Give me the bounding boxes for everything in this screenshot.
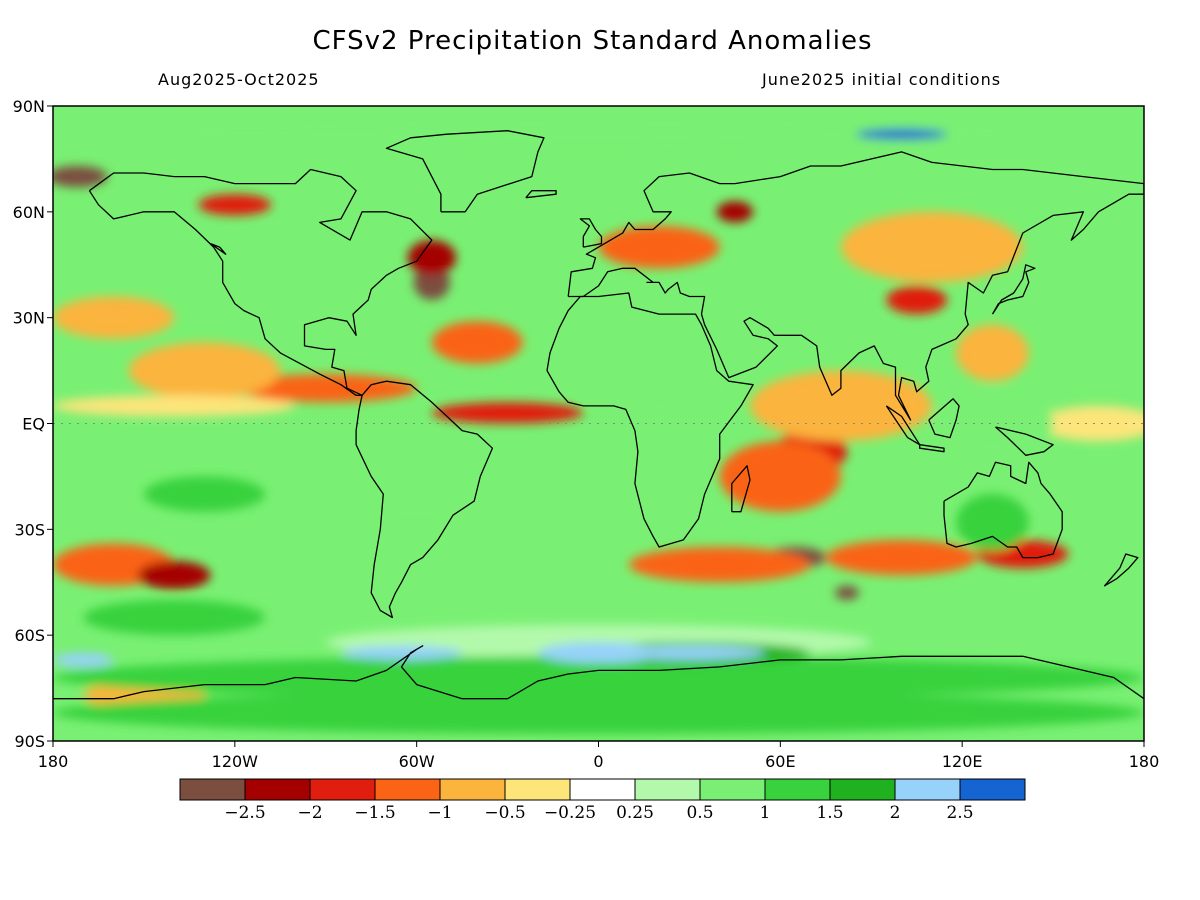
colorbar-swatch (829, 778, 896, 801)
colorbar-label: 0.5 (686, 803, 713, 823)
coastline (355, 380, 494, 619)
coastline (943, 461, 1063, 559)
anomaly-region (1037, 405, 1144, 442)
anomaly-region (628, 546, 811, 583)
lat-tick-label: 60S (14, 626, 45, 645)
anomaly-region (613, 645, 766, 660)
lon-tick-label: 0 (593, 752, 603, 771)
colorbar-swatch (959, 778, 1026, 801)
anomaly-field (53, 113, 1144, 734)
colorbar-swatch (374, 778, 441, 801)
colorbar-label: 1.5 (816, 803, 843, 823)
anomaly-region (431, 402, 584, 424)
colorbar-swatch (764, 778, 831, 801)
lon-tick-label: 180 (1129, 752, 1160, 771)
anomaly-region (137, 561, 211, 590)
colorbar-label: −1 (427, 803, 452, 823)
coastline (991, 264, 1036, 315)
coastline (546, 292, 754, 548)
anomaly-region (53, 656, 1144, 699)
colorbar-swatch (244, 778, 311, 801)
coastline (928, 398, 960, 439)
lat-tick-label: 60N (13, 203, 45, 222)
anomaly-region (234, 374, 417, 403)
colorbar-swatch (699, 778, 766, 801)
lat-tick-label: EQ (22, 415, 45, 434)
lat-tick-label: 90S (14, 732, 45, 751)
anomaly-region (886, 285, 948, 315)
latitude-axis: 90N 60N 30N EQ 30S 60S 90S (13, 97, 53, 751)
map-area (53, 106, 1144, 741)
anomaly-region (956, 324, 1029, 382)
anomaly-region (825, 539, 978, 576)
anomaly-region (598, 225, 720, 269)
anomaly-region (53, 165, 108, 188)
lon-tick-label: 60E (765, 752, 795, 771)
colorbar-label: 1 (760, 803, 771, 823)
anomaly-region (83, 599, 266, 636)
coastlines (53, 130, 1144, 700)
anomaly-region (53, 652, 114, 667)
anomaly-region (340, 645, 463, 660)
anomaly-region (128, 342, 281, 399)
colorbar-label: 2 (890, 803, 901, 823)
colorbar-swatch (634, 778, 701, 801)
coastline (995, 426, 1054, 456)
colorbar-label: −2 (297, 803, 322, 823)
colorbar-label: 2.5 (946, 803, 973, 823)
page-title: CFSv2 Precipitation Standard Anomalies (312, 26, 873, 56)
lat-tick-label: 30N (13, 309, 45, 328)
anomaly-region (840, 211, 1023, 283)
anomaly-region (931, 388, 1054, 459)
anomaly-region (583, 360, 735, 417)
colorbar-label: 0.25 (616, 803, 654, 823)
lat-tick-label: 30S (14, 520, 45, 539)
initial-conditions: June2025 initial conditions (762, 70, 1002, 89)
valid-period: Aug2025-Oct2025 (158, 70, 320, 89)
colorbar-swatch (894, 778, 961, 801)
colorbar-label: −1.5 (354, 803, 395, 823)
coastline (53, 645, 1144, 700)
anomaly-region (834, 585, 860, 600)
coastline (88, 168, 433, 396)
coastline (731, 465, 751, 513)
colorbar-label: −2.5 (224, 803, 265, 823)
anomaly-region (719, 441, 841, 512)
anomaly-region (53, 691, 1144, 734)
lon-tick-label: 120E (942, 752, 983, 771)
colorbar-swatch (309, 778, 376, 801)
anomaly-region (53, 113, 1144, 149)
anomaly-region (356, 501, 478, 558)
lon-tick-label: 60W (399, 752, 435, 771)
colorbar-label: −0.25 (544, 803, 596, 823)
anomaly-region (53, 296, 175, 339)
coastline (525, 190, 557, 199)
anomaly-region (431, 321, 523, 364)
anomaly-region (537, 642, 660, 664)
anomaly-region (856, 128, 948, 140)
anomaly-region (198, 194, 272, 216)
colorbar-swatch (179, 778, 246, 801)
colorbar-swatch (439, 778, 506, 801)
lon-tick-label: 180 (38, 752, 69, 771)
coastline (919, 444, 945, 453)
coastline (385, 130, 545, 213)
lon-tick-label: 120W (212, 752, 259, 771)
coastline (1103, 553, 1139, 587)
anomaly-region (956, 494, 1029, 551)
colorbar-swatch (569, 778, 636, 801)
anomaly-region (716, 201, 754, 223)
colorbar-label: −0.5 (484, 803, 525, 823)
coastline (209, 242, 227, 255)
anomaly-region (53, 395, 296, 417)
anomaly-region (407, 240, 457, 276)
anomaly-region (143, 476, 266, 512)
colorbar: −2.5 −2 −1.5 −1 −0.5 −0.25 0.25 0.5 1 1.5 2 2.5 (179, 778, 1026, 823)
colorbar-swatch (504, 778, 571, 801)
lat-tick-label: 90N (13, 97, 45, 116)
coastline (579, 218, 603, 248)
coastline (567, 151, 1144, 421)
longitude-axis: 180 120W 60W 0 60E 120E 180 (38, 741, 1160, 771)
